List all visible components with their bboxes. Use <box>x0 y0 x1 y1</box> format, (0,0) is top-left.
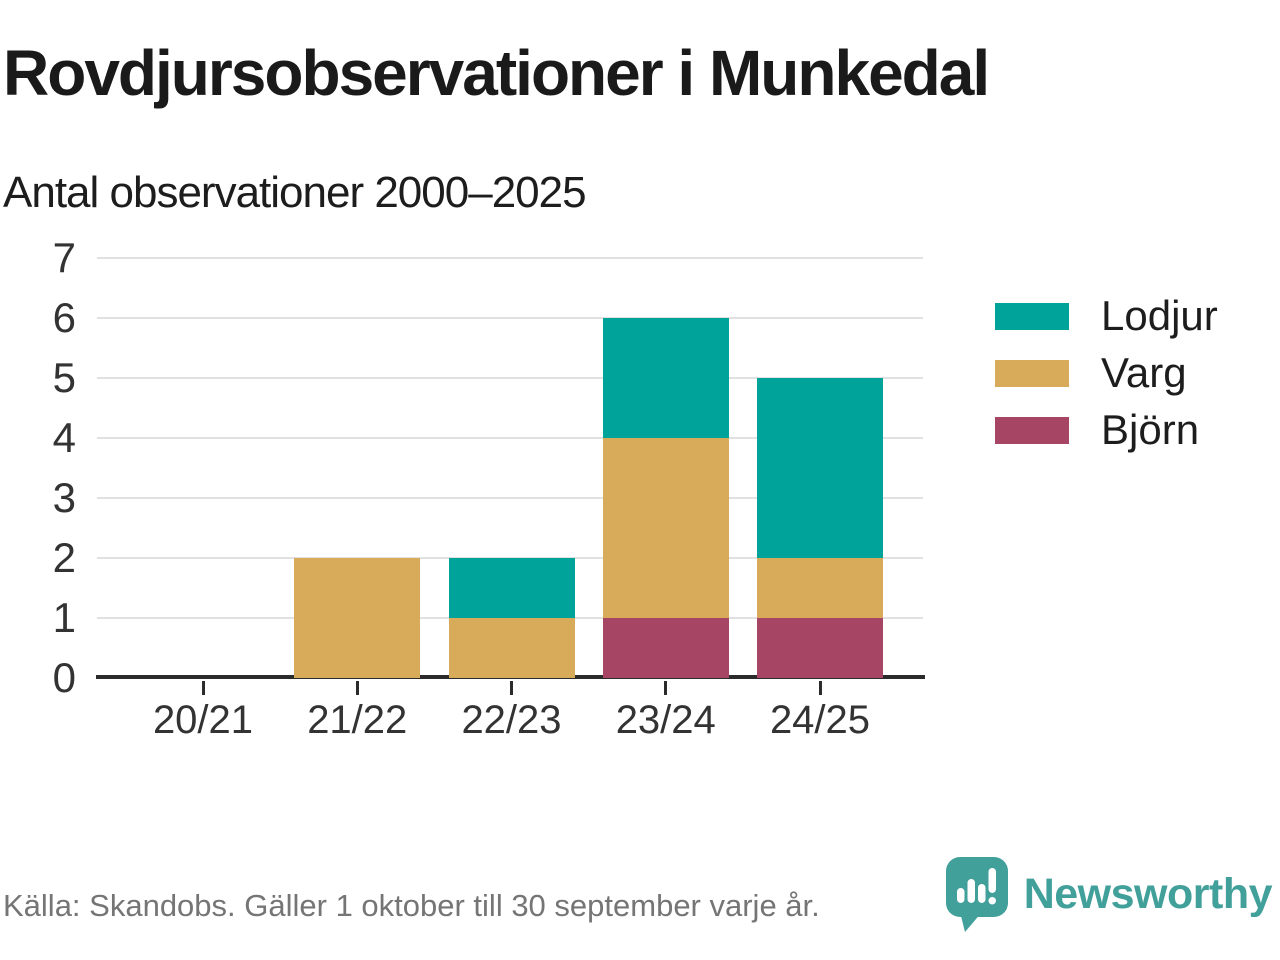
bar-segment-varg-23-24 <box>602 438 729 618</box>
legend: Lodjur Varg Björn <box>995 292 1218 453</box>
y-tick-label-0: 0 <box>52 654 76 701</box>
y-tick-label-4: 4 <box>52 414 76 461</box>
y-tick-label-2: 2 <box>52 534 76 581</box>
gridline-y3 <box>97 497 923 499</box>
newsworthy-wordmark: Newsworthy <box>1023 870 1273 918</box>
x-axis-tick-21-22 <box>355 681 359 695</box>
bar-segment-lodjur-23-24 <box>602 318 729 438</box>
bar-segment-varg-24-25 <box>757 558 883 618</box>
bar-segment-bjorn-23-24 <box>602 618 729 678</box>
bar-segment-lodjur-22-23 <box>448 558 575 618</box>
legend-swatch-lodjur <box>995 302 1069 330</box>
bar-segment-varg-22-23 <box>448 618 575 678</box>
y-tick-label-5: 5 <box>52 354 76 401</box>
y-tick-label-1: 1 <box>52 594 76 641</box>
gridline-y7 <box>97 257 923 259</box>
legend-label-lodjur: Lodjur <box>1101 292 1218 339</box>
y-axis-labels: 0 1 2 3 4 5 6 7 <box>0 234 76 701</box>
x-axis-tick-23-24 <box>664 681 668 695</box>
y-tick-label-6: 6 <box>52 294 76 341</box>
newsworthy-bubble-chart-icon <box>945 857 1008 932</box>
legend-label-bjorn: Björn <box>1101 406 1200 453</box>
plot-area <box>96 257 925 695</box>
bar-segment-bjorn-24-25 <box>757 618 883 678</box>
gridline-y6 <box>97 317 923 319</box>
x-axis-tick-20-21 <box>201 681 205 695</box>
bar-segment-lodjur-24-25 <box>757 378 883 558</box>
legend-swatch-varg <box>995 359 1069 387</box>
y-tick-label-7: 7 <box>52 234 76 281</box>
chart-subtitle: Antal observationer 2000–2025 <box>3 168 587 217</box>
legend-item-varg: Varg <box>995 349 1218 396</box>
legend-item-lodjur: Lodjur <box>995 292 1218 339</box>
gridline-y5 <box>97 377 923 379</box>
y-tick-label-3: 3 <box>52 474 76 521</box>
x-tick-label-24-25: 24/25 <box>769 698 871 742</box>
gridline-y4 <box>97 437 923 439</box>
legend-label-varg: Varg <box>1101 349 1187 396</box>
x-tick-label-21-22: 21/22 <box>307 698 408 742</box>
legend-swatch-bjorn <box>995 416 1069 444</box>
x-axis-labels: 20/21 21/22 22/23 23/24 24/25 <box>97 698 923 754</box>
source-note: Källa: Skandobs. Gäller 1 oktober till 3… <box>3 888 820 923</box>
newsworthy-logo: Newsworthy <box>945 856 1273 933</box>
x-tick-label-23-24: 23/24 <box>615 698 716 742</box>
x-tick-label-22-23: 22/23 <box>461 698 562 742</box>
x-tick-label-20-21: 20/21 <box>152 698 254 742</box>
bar-segment-varg-21-22 <box>294 558 421 678</box>
legend-item-bjorn: Björn <box>995 406 1218 453</box>
x-axis-tick-22-23 <box>510 681 513 695</box>
chart-title: Rovdjursobservationer i Munkedal <box>3 37 990 109</box>
x-axis-tick-24-25 <box>818 681 822 695</box>
